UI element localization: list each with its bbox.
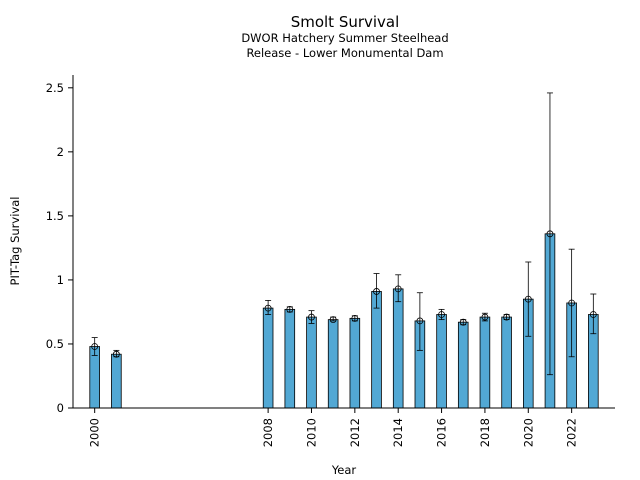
chart-subtitle-line-2: Release - Lower Monumental Dam <box>246 46 443 60</box>
bar-2018 <box>479 316 491 409</box>
point-2011 <box>329 316 337 324</box>
point-2008 <box>264 304 272 312</box>
bar-2014 <box>392 288 404 409</box>
point-2000 <box>91 343 99 350</box>
y-tick-label-1: 0.5 <box>46 337 64 351</box>
y-tick-label-3: 1.5 <box>46 209 64 223</box>
bar-2008 <box>262 307 274 409</box>
x-tick-label-2010: 2010 <box>304 418 318 447</box>
x-tick-label-2020: 2020 <box>521 418 535 447</box>
point-2012 <box>351 314 359 322</box>
bar-2016 <box>436 314 447 409</box>
error-bars-group <box>91 92 597 376</box>
bar-2017 <box>457 321 469 409</box>
y-tick-label-2: 1 <box>57 273 64 287</box>
x-tick-label-2018: 2018 <box>478 418 492 447</box>
point-2018 <box>481 313 489 321</box>
point-2015 <box>416 317 424 325</box>
y-ticks-group: 0 0.5 1 1.5 2 2.5 <box>46 81 73 415</box>
x-axis-label: Year <box>331 463 357 477</box>
bars-group <box>89 233 599 409</box>
x-tick-label-2016: 2016 <box>435 418 449 447</box>
point-2021 <box>546 230 554 238</box>
point-2017 <box>459 318 467 326</box>
bar-2009 <box>284 308 296 409</box>
point-2010 <box>308 313 315 321</box>
point-2022 <box>568 299 576 307</box>
x-tick-label-2022: 2022 <box>565 418 579 447</box>
point-2023 <box>589 311 597 318</box>
point-2016 <box>438 311 445 318</box>
point-2020 <box>524 295 532 303</box>
bar-2011 <box>327 319 339 409</box>
point-2001 <box>112 350 120 358</box>
bar-2019 <box>501 316 512 409</box>
point-2019 <box>503 313 511 321</box>
point-2009 <box>286 305 294 313</box>
y-tick-label-4: 2 <box>57 145 64 159</box>
x-tick-label-2012: 2012 <box>348 418 362 447</box>
y-tick-label-5: 2.5 <box>46 81 64 95</box>
bar-2012 <box>349 317 361 409</box>
x-tick-label-2000: 2000 <box>88 418 102 447</box>
bar-2010 <box>306 316 317 409</box>
x-tick-label-2014: 2014 <box>391 418 405 447</box>
chart-subtitle-line-1: DWOR Hatchery Summer Steelhead <box>241 31 448 45</box>
point-2014 <box>394 285 402 293</box>
y-axis-label: PIT-Tag Survival <box>8 197 22 286</box>
y-tick-label-0: 0 <box>57 401 64 415</box>
x-ticks-group: 2000 2008 2010 2012 2014 2016 2018 2020 2022 <box>88 408 579 447</box>
x-tick-label-2008: 2008 <box>261 418 275 447</box>
bar-2013 <box>371 291 382 409</box>
bar-2001 <box>111 353 122 409</box>
point-2013 <box>373 288 380 295</box>
chart-title: Smolt Survival <box>291 13 400 31</box>
